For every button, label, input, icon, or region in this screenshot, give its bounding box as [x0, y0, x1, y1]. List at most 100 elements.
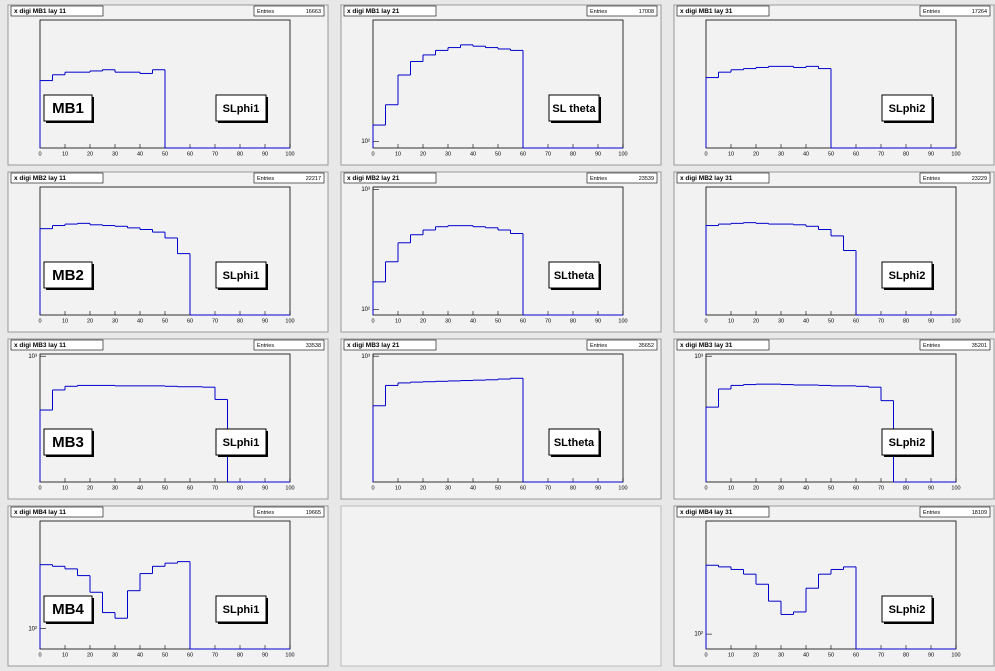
x-tick-label: 50	[162, 318, 168, 324]
layer-label: SLtheta	[554, 437, 595, 449]
x-tick-label: 30	[445, 318, 451, 324]
stats-label: Entries	[257, 176, 274, 182]
title-box	[10, 506, 104, 518]
frame	[372, 186, 624, 316]
x-tick-label: 80	[237, 151, 243, 157]
x-tick-label: 100	[618, 151, 627, 157]
x-tick-label: 50	[828, 151, 834, 157]
stats-value: 16663	[306, 9, 321, 15]
x-tick-label: 10	[62, 151, 68, 157]
x-tick-label: 20	[420, 151, 426, 157]
x-tick-label: 90	[928, 318, 934, 324]
x-tick-label: 50	[162, 652, 168, 658]
title: x digi MB2 lay 21	[347, 175, 400, 182]
x-tick-label: 30	[778, 485, 784, 491]
detector-label-box	[43, 595, 93, 623]
x-tick-label: 60	[187, 318, 193, 324]
x-tick-label: 60	[520, 151, 526, 157]
layer-label-box	[548, 261, 600, 289]
x-tick-label: 40	[137, 485, 143, 491]
x-tick-label: 50	[495, 151, 501, 157]
layer-label-box	[215, 595, 267, 623]
stats-label: Entries	[257, 9, 274, 15]
layer-label: SLphi2	[889, 604, 926, 616]
detector-label: MB1	[52, 100, 84, 117]
x-tick-label: 60	[853, 318, 859, 324]
x-tick-label: 50	[162, 485, 168, 491]
x-tick-label: 60	[520, 318, 526, 324]
x-tick-label: 0	[704, 485, 707, 491]
x-tick-label: 40	[803, 151, 809, 157]
x-tick-label: 50	[828, 652, 834, 658]
x-tick-label: 60	[187, 485, 193, 491]
x-tick-label: 40	[470, 151, 476, 157]
title-box	[676, 172, 770, 184]
x-tick-label: 40	[137, 151, 143, 157]
x-tick-label: 0	[704, 151, 707, 157]
x-tick-label: 20	[753, 485, 759, 491]
title: x digi MB3 lay 21	[347, 342, 400, 349]
x-tick-label: 20	[420, 318, 426, 324]
x-tick-label: 50	[828, 485, 834, 491]
x-tick-label: 70	[545, 318, 551, 324]
stats-box	[919, 506, 991, 518]
frame	[705, 520, 957, 650]
x-tick-label: 70	[212, 318, 218, 324]
x-tick-label: 10	[62, 485, 68, 491]
title: x digi MB4 lay 11	[14, 509, 66, 516]
x-tick-label: 40	[470, 485, 476, 491]
x-tick-label: 100	[618, 318, 627, 324]
stats-box	[253, 506, 325, 518]
x-tick-label: 70	[878, 485, 884, 491]
x-tick-label: 80	[903, 318, 909, 324]
layer-label-box	[215, 94, 267, 122]
x-tick-label: 90	[928, 652, 934, 658]
title-box	[10, 339, 104, 351]
title-box	[676, 506, 770, 518]
x-tick-label: 30	[112, 652, 118, 658]
x-tick-label: 100	[618, 485, 627, 491]
title: x digi MB4 lay 31	[680, 509, 733, 516]
x-tick-label: 10	[395, 151, 401, 157]
stats-value: 35201	[972, 343, 987, 349]
stats-value: 17008	[639, 9, 654, 15]
x-tick-label: 10	[728, 485, 734, 491]
title: x digi MB2 lay 31	[680, 175, 733, 182]
detector-label: MB2	[52, 267, 84, 284]
detector-label: MB4	[52, 601, 84, 618]
x-tick-label: 100	[951, 151, 960, 157]
layer-label-box	[881, 595, 933, 623]
detector-label-box	[43, 261, 93, 289]
x-tick-label: 40	[803, 485, 809, 491]
x-tick-label: 0	[38, 318, 41, 324]
x-tick-label: 20	[87, 318, 93, 324]
x-tick-label: 100	[285, 151, 294, 157]
x-tick-label: 80	[237, 652, 243, 658]
x-tick-label: 40	[803, 318, 809, 324]
x-tick-label: 60	[187, 652, 193, 658]
x-tick-label: 50	[828, 318, 834, 324]
layer-label: SLphi1	[223, 103, 260, 115]
title-box	[676, 5, 770, 17]
layer-label-box	[215, 261, 267, 289]
title: x digi MB1 lay 21	[347, 8, 400, 15]
x-tick-label: 100	[285, 485, 294, 491]
detector-label: MB3	[52, 434, 84, 451]
stats-value: 18109	[972, 510, 987, 516]
stats-box	[919, 172, 991, 184]
x-tick-label: 80	[903, 151, 909, 157]
layer-label-box	[881, 94, 933, 122]
y-tick-label: 10³	[694, 354, 703, 360]
y-tick-label: 10³	[361, 354, 370, 360]
x-tick-label: 30	[445, 151, 451, 157]
frame	[705, 186, 957, 316]
x-tick-label: 30	[112, 485, 118, 491]
detector-label-box	[43, 94, 93, 122]
stats-value: 22217	[306, 176, 321, 182]
x-tick-label: 10	[728, 318, 734, 324]
x-tick-label: 10	[728, 151, 734, 157]
x-tick-label: 10	[395, 485, 401, 491]
x-tick-label: 30	[112, 318, 118, 324]
stats-value: 33538	[306, 343, 321, 349]
title: x digi MB1 lay 11	[14, 8, 66, 15]
